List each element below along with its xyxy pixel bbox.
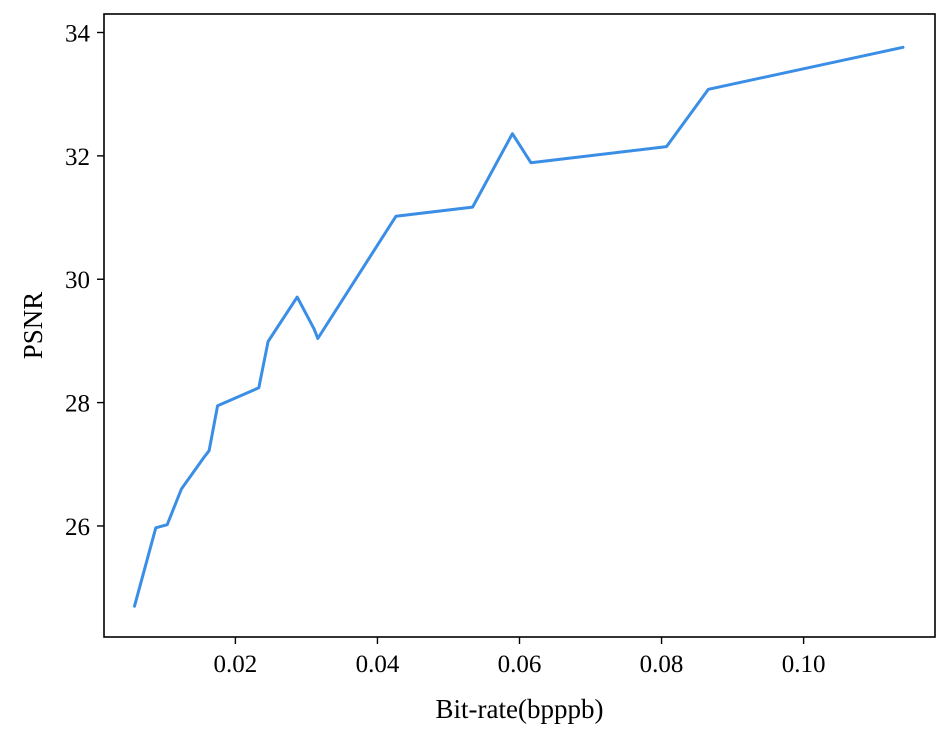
y-axis-label: PSNR <box>18 292 48 360</box>
x-axis-label: Bit-rate(bpppb) <box>436 694 604 724</box>
x-tick-label: 0.04 <box>356 651 400 678</box>
series-line-0 <box>133 45 905 608</box>
y-tick-label: 28 <box>65 391 90 418</box>
x-tick-label: 0.08 <box>640 651 684 678</box>
x-axis-ticks: 0.02 0.04 0.06 0.08 0.10 <box>214 637 826 678</box>
y-axis-ticks: 26 28 30 32 34 <box>65 21 104 541</box>
y-tick-label: 26 <box>65 514 90 541</box>
plot-frame <box>103 13 936 638</box>
x-tick-label: 0.02 <box>214 651 258 678</box>
x-tick-label: 0.10 <box>782 651 826 678</box>
y-tick-label: 34 <box>65 21 91 48</box>
y-tick-label: 30 <box>65 267 90 294</box>
series-layer <box>133 45 905 608</box>
x-tick-label: 0.06 <box>498 651 542 678</box>
plot-area: 0.02 0.04 0.06 0.08 0.10 26 28 30 32 34 <box>65 13 936 678</box>
y-tick-label: 32 <box>65 144 90 171</box>
